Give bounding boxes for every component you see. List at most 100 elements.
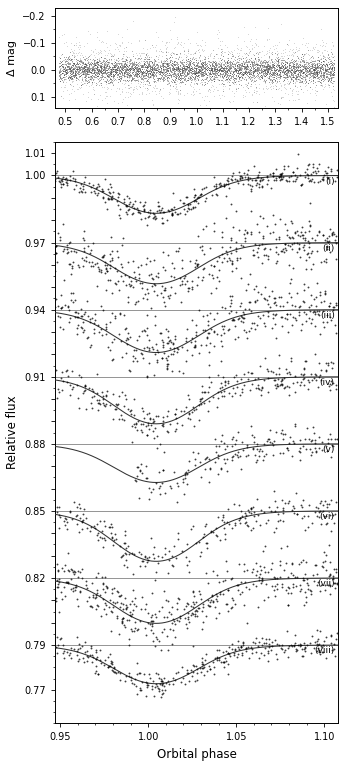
Point — [315, 54, 321, 66]
Point — [88, 60, 94, 72]
Point — [302, 585, 307, 597]
Point — [266, 58, 271, 70]
Point — [163, 54, 168, 66]
Point — [184, 61, 190, 73]
Point — [113, 60, 119, 72]
Point — [144, 408, 149, 420]
Point — [268, 61, 274, 73]
Point — [185, 71, 191, 83]
Point — [289, 66, 294, 79]
Point — [256, 59, 262, 71]
Point — [168, 80, 173, 92]
Point — [216, 69, 221, 81]
Point — [322, 72, 327, 84]
Point — [180, 72, 186, 84]
Point — [124, 98, 129, 111]
Point — [174, 62, 180, 74]
Point — [207, 67, 212, 79]
Point — [251, 84, 257, 96]
Point — [224, 70, 230, 82]
Point — [301, 67, 307, 79]
Point — [121, 57, 127, 69]
Point — [307, 443, 313, 456]
Point — [282, 61, 287, 73]
Point — [270, 226, 275, 238]
Point — [133, 59, 139, 71]
Point — [214, 67, 220, 79]
Point — [116, 62, 121, 74]
Point — [252, 159, 257, 172]
Point — [72, 311, 78, 324]
Point — [232, 520, 238, 532]
Point — [151, 66, 157, 79]
Point — [193, 62, 198, 74]
Point — [312, 58, 318, 70]
Point — [327, 297, 333, 309]
Point — [289, 504, 295, 516]
Point — [87, 66, 93, 79]
Point — [131, 69, 137, 82]
Point — [150, 99, 156, 111]
Point — [108, 192, 113, 204]
Point — [131, 74, 137, 86]
Point — [247, 68, 252, 80]
Point — [163, 60, 168, 72]
Point — [73, 55, 79, 67]
Point — [249, 69, 255, 81]
Point — [153, 64, 159, 76]
Point — [194, 78, 199, 90]
Point — [114, 195, 120, 208]
Point — [169, 56, 175, 69]
Point — [286, 67, 292, 79]
Point — [95, 533, 101, 546]
Point — [185, 53, 190, 66]
Point — [306, 59, 312, 71]
Point — [157, 65, 163, 77]
Point — [212, 67, 218, 79]
Point — [59, 29, 65, 41]
Text: (vi): (vi) — [320, 512, 335, 521]
Point — [320, 62, 326, 74]
Point — [272, 74, 278, 86]
Point — [304, 62, 310, 74]
Point — [235, 56, 240, 69]
Point — [252, 295, 258, 307]
Point — [331, 439, 336, 452]
Point — [231, 73, 237, 85]
Point — [127, 613, 132, 626]
Point — [197, 60, 203, 72]
Point — [178, 77, 183, 89]
Point — [289, 56, 295, 68]
Point — [100, 250, 106, 262]
Point — [149, 486, 154, 498]
Point — [286, 62, 292, 74]
Point — [191, 195, 196, 208]
Point — [259, 174, 264, 186]
Point — [238, 43, 244, 56]
Point — [196, 191, 201, 203]
Point — [114, 64, 120, 76]
Point — [330, 80, 336, 92]
Point — [100, 64, 106, 76]
Point — [204, 332, 209, 344]
Point — [187, 71, 193, 83]
Point — [67, 46, 72, 58]
Point — [80, 179, 86, 192]
Point — [120, 64, 125, 76]
Point — [204, 71, 209, 83]
Point — [223, 379, 228, 391]
Point — [155, 73, 161, 85]
Point — [109, 64, 114, 76]
Point — [254, 56, 260, 69]
Point — [77, 185, 82, 198]
Point — [267, 60, 272, 72]
Point — [127, 90, 133, 102]
Point — [277, 174, 283, 186]
Point — [224, 41, 229, 53]
Point — [276, 63, 282, 76]
Point — [63, 64, 69, 76]
Point — [75, 61, 81, 73]
Point — [162, 68, 167, 80]
Point — [183, 335, 189, 347]
Point — [237, 450, 243, 462]
